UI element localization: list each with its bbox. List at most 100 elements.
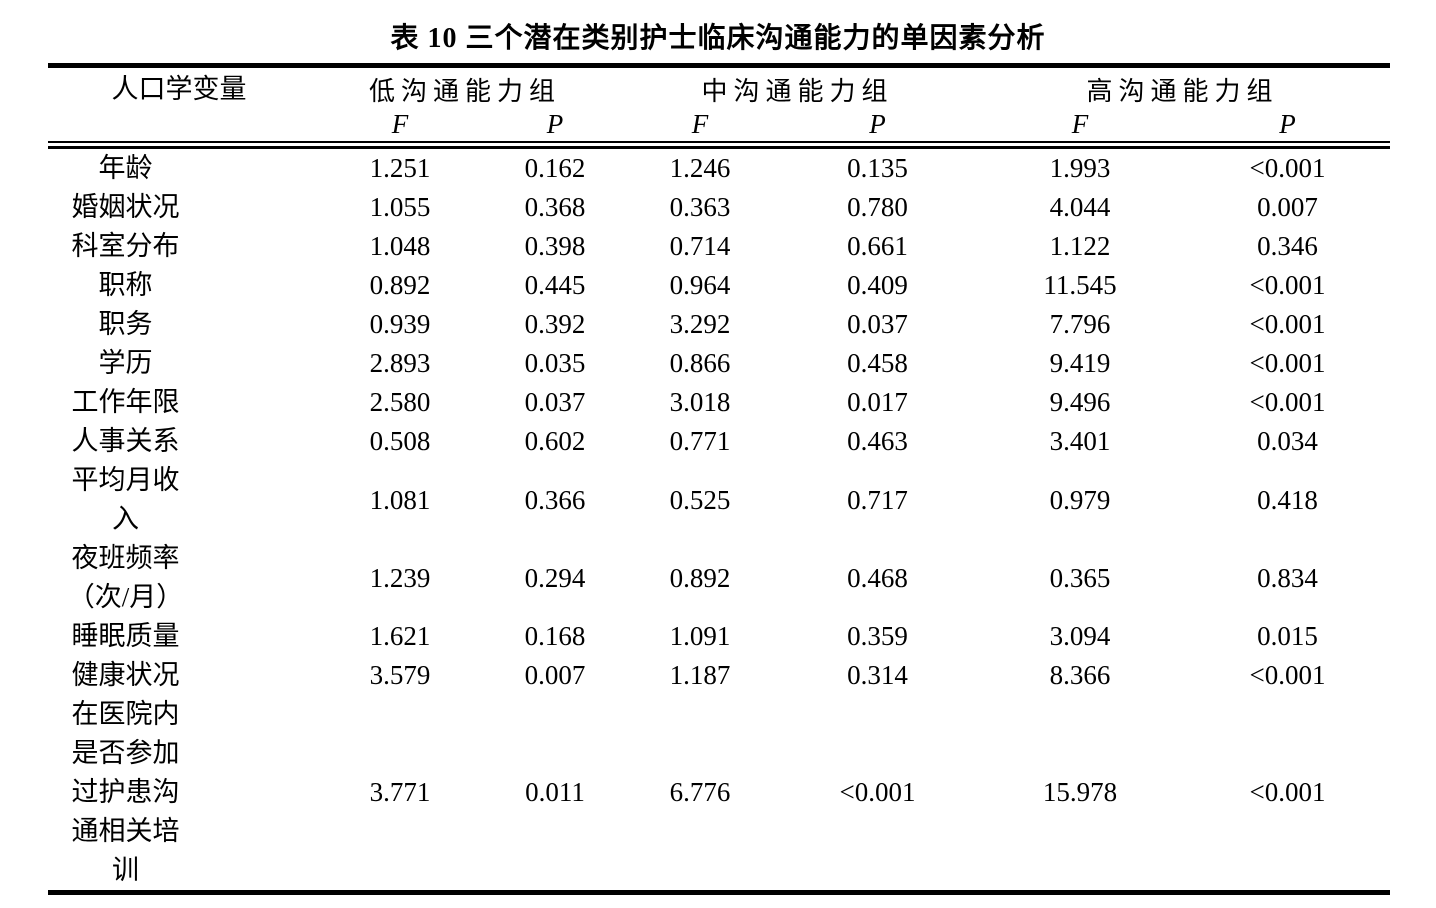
value-cell: 0.035 — [524, 348, 586, 378]
value-cell: 0.445 — [524, 270, 586, 300]
group-header-mid-communication: 中沟通能力组 — [701, 76, 894, 106]
value-cell: 2.580 — [369, 387, 431, 417]
value-cell: <0.001 — [1249, 660, 1326, 690]
value-cell: 1.048 — [369, 231, 431, 261]
value-cell: 1.246 — [669, 153, 731, 183]
value-cell: <0.001 — [1249, 153, 1326, 183]
value-cell: 0.037 — [524, 387, 586, 417]
p-header-high: P — [1279, 109, 1296, 139]
row-label: 年龄 — [98, 153, 153, 183]
row-label: 夜班频率 （次/月） — [67, 543, 184, 612]
value-cell: 0.034 — [1257, 426, 1318, 456]
table-row-personnel-relation: 人事关系 0.508 0.602 0.771 0.463 3.401 0.034 — [48, 422, 1390, 461]
group-header-low-communication: 低沟通能力组 — [369, 76, 562, 106]
table-row-education: 学历 2.893 0.035 0.866 0.458 9.419 <0.001 — [48, 344, 1390, 383]
univariate-analysis-table: 人口学变量 低沟通能力组 中沟通能力组 高沟通能力组 F P F P F P — [48, 63, 1390, 895]
value-cell: 11.545 — [1043, 270, 1117, 300]
value-cell: 0.892 — [369, 270, 431, 300]
value-cell: 0.346 — [1257, 231, 1318, 261]
column-header-demographic-variable: 人口学变量 — [111, 74, 247, 104]
value-cell: 1.055 — [369, 192, 431, 222]
value-cell: 15.978 — [1042, 777, 1118, 807]
value-cell: 0.458 — [847, 348, 908, 378]
value-cell: 8.366 — [1049, 660, 1111, 690]
table-row-communication-training: 在医院内 是否参加 过护患沟 通相关培 训 3.771 0.011 6.776 … — [48, 695, 1390, 890]
value-cell: 0.168 — [524, 621, 586, 651]
value-cell: 0.771 — [669, 426, 731, 456]
value-cell: 0.892 — [669, 562, 731, 593]
value-cell: 0.011 — [525, 777, 585, 807]
value-cell: 2.893 — [369, 348, 431, 378]
value-cell: 0.363 — [669, 192, 731, 222]
value-cell: 0.717 — [847, 484, 908, 515]
value-cell: 0.037 — [847, 309, 908, 339]
table-header: 人口学变量 低沟通能力组 中沟通能力组 高沟通能力组 F P F P F P — [48, 68, 1390, 141]
value-cell: 1.621 — [369, 621, 431, 651]
stat-header-row: F P F P F P — [48, 110, 1390, 141]
table-row-department: 科室分布 1.048 0.398 0.714 0.661 1.122 0.346 — [48, 227, 1390, 266]
value-cell: 0.661 — [847, 231, 908, 261]
value-cell: 0.365 — [1049, 562, 1111, 593]
table-row-sleep-quality: 睡眠质量 1.621 0.168 1.091 0.359 3.094 0.015 — [48, 617, 1390, 656]
table-top-rule — [48, 63, 1390, 68]
value-cell: <0.001 — [1249, 270, 1326, 300]
value-cell: 0.392 — [524, 309, 586, 339]
row-label: 在医院内 是否参加 过护患沟 通相关培 训 — [71, 699, 180, 885]
value-cell: 0.964 — [669, 270, 731, 300]
value-cell: 3.579 — [369, 660, 431, 690]
row-label: 职称 — [98, 270, 153, 300]
value-cell: 0.714 — [669, 231, 731, 261]
value-cell: 3.094 — [1049, 621, 1111, 651]
row-label: 人事关系 — [71, 426, 180, 456]
f-header-low: F — [391, 109, 409, 139]
row-label: 婚姻状况 — [71, 192, 180, 222]
value-cell: 0.007 — [524, 660, 586, 690]
row-label: 学历 — [98, 348, 153, 378]
value-cell: 0.368 — [524, 192, 586, 222]
table-title: 表 10 三个潜在类别护士临床沟通能力的单因素分析 — [390, 23, 1046, 54]
value-cell: 1.993 — [1049, 153, 1111, 183]
table-row-night-shift-frequency: 夜班频率 （次/月） 1.239 0.294 0.892 0.468 0.365… — [48, 539, 1390, 617]
header-separator-rule — [48, 141, 1390, 149]
value-cell: 0.017 — [847, 387, 908, 417]
value-cell: 0.135 — [847, 153, 908, 183]
value-cell: 0.508 — [369, 426, 431, 456]
value-cell: 0.314 — [847, 660, 908, 690]
value-cell: 0.366 — [524, 484, 586, 515]
value-cell: 7.796 — [1049, 309, 1111, 339]
value-cell: 0.398 — [524, 231, 586, 261]
value-cell: 1.251 — [369, 153, 431, 183]
value-cell: 0.780 — [847, 192, 908, 222]
value-cell: 0.834 — [1257, 562, 1318, 593]
value-cell: <0.001 — [1249, 777, 1326, 807]
group-header-high-communication: 高沟通能力组 — [1086, 76, 1279, 106]
p-header-low: P — [546, 109, 564, 139]
f-header-high: F — [1071, 109, 1089, 139]
row-label: 职务 — [98, 309, 153, 339]
table-row-health-status: 健康状况 3.579 0.007 1.187 0.314 8.366 <0.00… — [48, 656, 1390, 695]
value-cell: 0.602 — [524, 426, 586, 456]
value-cell: 3.771 — [369, 777, 431, 807]
table-body: 年龄 1.251 0.162 1.246 0.135 1.993 <0.001 … — [48, 149, 1390, 890]
row-label: 平均月收 入 — [71, 465, 180, 534]
value-cell: 0.409 — [847, 270, 908, 300]
value-cell: <0.001 — [839, 777, 916, 807]
value-cell: 1.239 — [369, 562, 431, 593]
value-cell: 9.496 — [1049, 387, 1111, 417]
value-cell: 3.401 — [1049, 426, 1111, 456]
p-header-mid: P — [869, 109, 886, 139]
value-cell: 0.007 — [1257, 192, 1318, 222]
table-row-position: 职务 0.939 0.392 3.292 0.037 7.796 <0.001 — [48, 305, 1390, 344]
value-cell: <0.001 — [1249, 387, 1326, 417]
table-row-professional-title: 职称 0.892 0.445 0.964 0.409 11.545 <0.001 — [48, 266, 1390, 305]
table-row-marital-status: 婚姻状况 1.055 0.368 0.363 0.780 4.044 0.007 — [48, 188, 1390, 227]
row-label: 科室分布 — [71, 231, 180, 261]
group-header-row: 人口学变量 低沟通能力组 中沟通能力组 高沟通能力组 — [48, 68, 1390, 110]
value-cell: 6.776 — [669, 777, 731, 807]
value-cell: 3.292 — [669, 309, 731, 339]
value-cell: 0.418 — [1257, 484, 1318, 515]
value-cell: 4.044 — [1049, 192, 1111, 222]
value-cell: 0.525 — [669, 484, 731, 515]
value-cell: 1.187 — [669, 660, 731, 690]
table-row-monthly-income: 平均月收 入 1.081 0.366 0.525 0.717 0.979 0.4… — [48, 461, 1390, 539]
